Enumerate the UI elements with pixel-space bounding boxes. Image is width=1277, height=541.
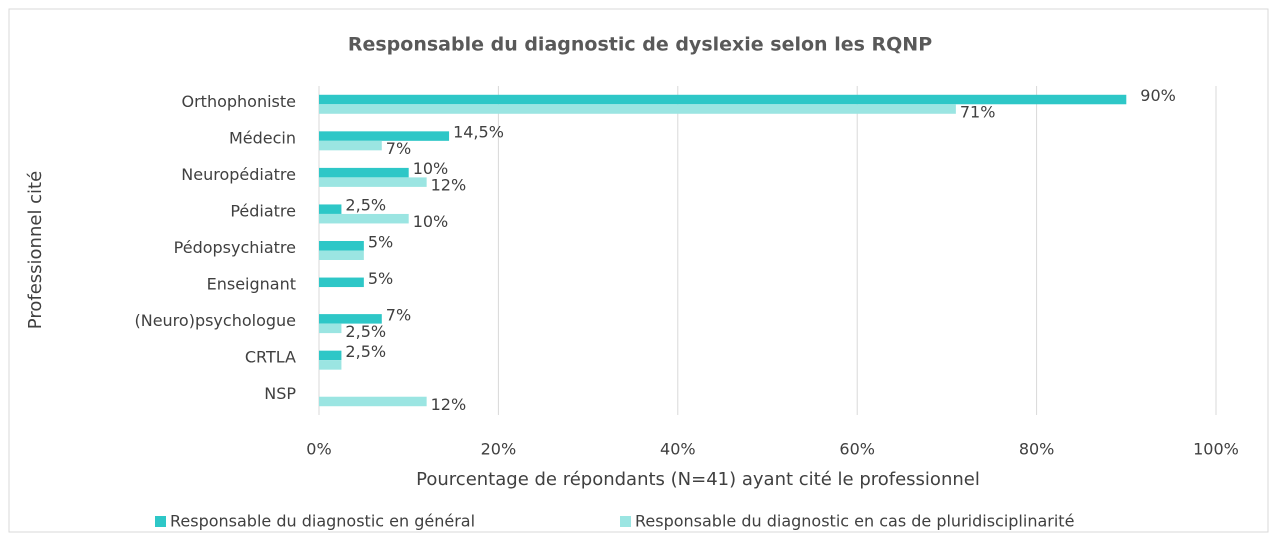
x-tick-label: 60% (839, 440, 875, 459)
data-label: 12% (431, 395, 467, 414)
legend-swatch (620, 516, 631, 527)
y-axis-title: Professionnel cité (25, 171, 46, 329)
y-tick-label: Orthophoniste (182, 92, 297, 111)
legend-swatch (155, 516, 166, 527)
data-label: 71% (960, 103, 996, 122)
x-tick-label: 0% (306, 440, 331, 459)
bar (319, 360, 342, 370)
data-label: 10% (413, 159, 449, 178)
y-tick-label: Neuropédiatre (181, 165, 296, 184)
data-label: 7% (386, 139, 411, 158)
bar (319, 396, 427, 407)
x-tick-label: 40% (660, 440, 696, 459)
y-tick-label: Enseignant (207, 275, 296, 294)
data-label: 5% (368, 232, 393, 251)
data-label: 90% (1140, 86, 1176, 105)
legend-label: Responsable du diagnostic en cas de plur… (635, 512, 1074, 531)
bar (319, 350, 342, 361)
x-axis-title: Pourcentage de répondants (N=41) ayant c… (416, 469, 980, 490)
data-label: 5% (368, 269, 393, 288)
data-label: 2,5% (345, 342, 386, 361)
bar (319, 131, 450, 141)
y-tick-label: CRTLA (245, 348, 296, 367)
y-tick-label: Pédopsychiatre (174, 238, 296, 257)
x-tick-label: 20% (481, 440, 517, 459)
bar (319, 277, 364, 288)
bar (319, 213, 409, 224)
bar (319, 250, 364, 260)
data-label: 2,5% (345, 322, 386, 341)
bar (319, 204, 342, 214)
bar (319, 314, 382, 324)
y-tick-label: Médecin (229, 128, 296, 147)
y-tick-label: NSP (264, 384, 296, 403)
y-tick-label: (Neuro)psychologue (134, 311, 296, 330)
bar (319, 167, 409, 178)
data-label: 12% (431, 176, 467, 195)
data-label: 14,5% (453, 123, 504, 142)
bar (319, 177, 427, 187)
data-label: 2,5% (345, 196, 386, 215)
bar (319, 104, 956, 114)
x-tick-label: 100% (1193, 440, 1239, 459)
bar (319, 241, 364, 251)
data-label: 7% (386, 305, 411, 324)
legend-label: Responsable du diagnostic en général (170, 512, 475, 531)
bar (319, 140, 382, 151)
bar (319, 94, 1127, 105)
x-tick-label: 80% (1019, 440, 1055, 459)
data-label: 10% (413, 212, 449, 231)
chart-border (8, 8, 1269, 533)
chart-title: Responsable du diagnostic de dyslexie se… (348, 34, 932, 56)
y-tick-label: Pédiatre (230, 201, 296, 220)
bar (319, 323, 342, 334)
